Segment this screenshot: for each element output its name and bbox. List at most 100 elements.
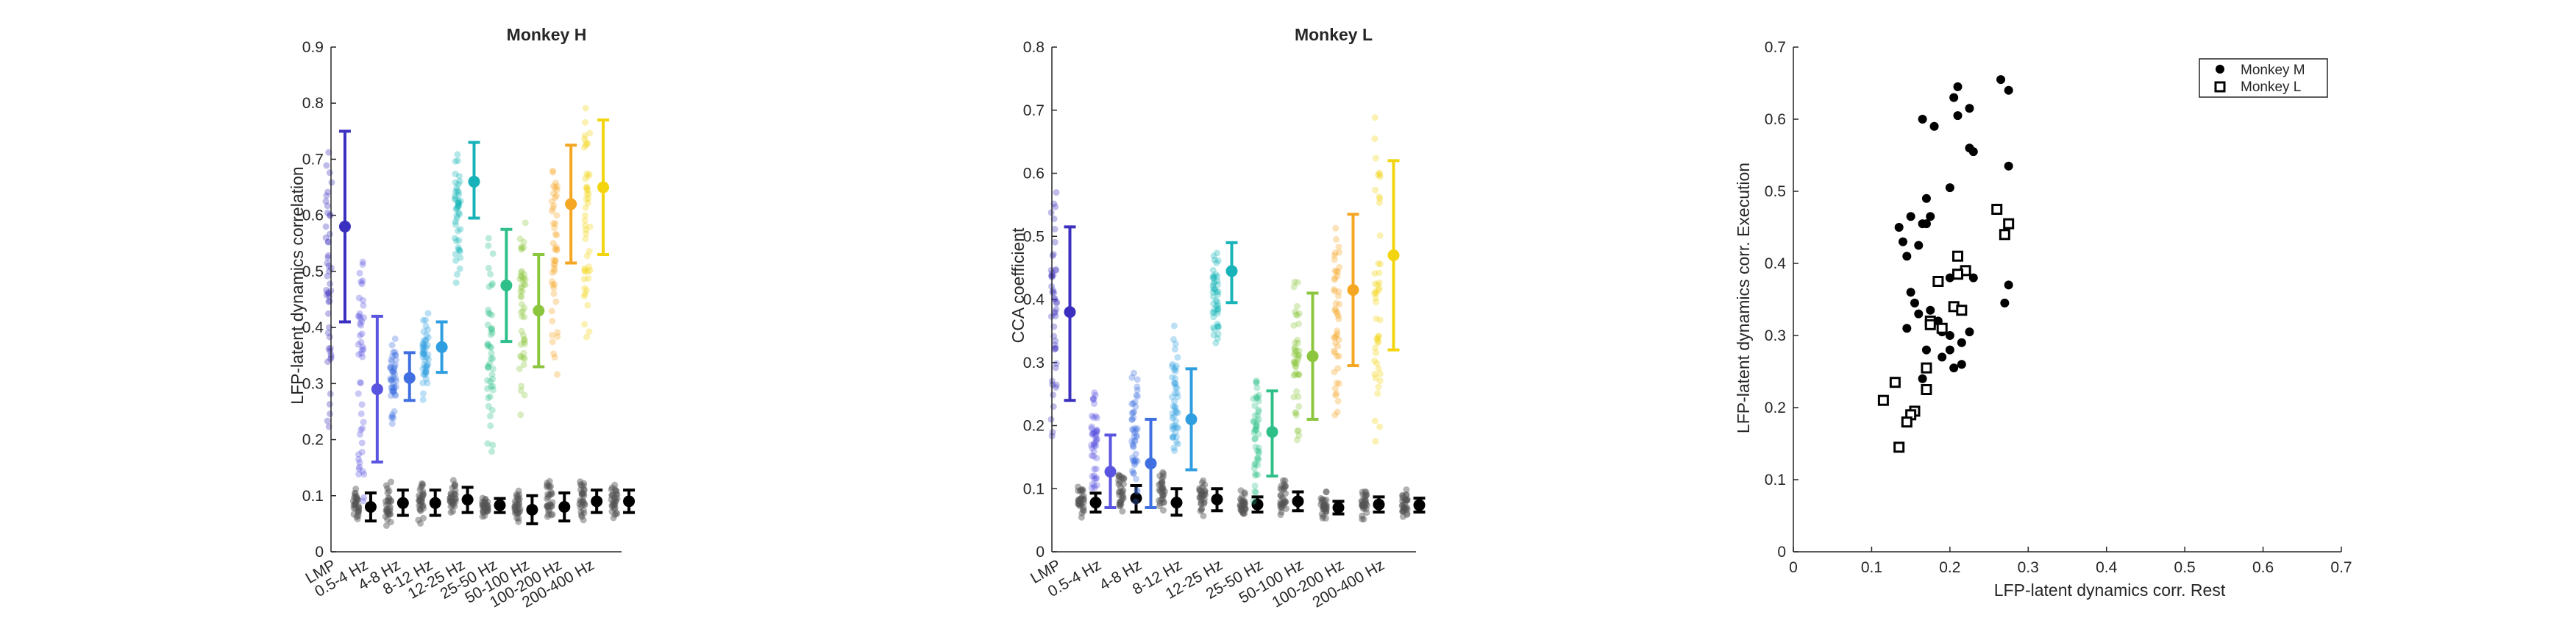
data-point [487, 383, 494, 390]
data-point [324, 202, 331, 210]
data-point [352, 500, 359, 508]
data-point [520, 238, 527, 246]
data-point [581, 500, 588, 508]
data-point [424, 355, 432, 363]
data-point [1128, 416, 1136, 423]
data-point [452, 482, 459, 489]
point-monkey-m [1899, 237, 1907, 246]
data-point [1362, 502, 1369, 510]
data-point [483, 501, 491, 508]
data-point [1090, 414, 1097, 422]
data-point [578, 502, 586, 509]
data-point [356, 332, 363, 339]
data-point [456, 178, 463, 185]
data-point [544, 482, 551, 489]
data-point [513, 510, 521, 517]
data-point [452, 194, 459, 202]
data-point [1157, 480, 1164, 488]
data-point [608, 496, 615, 503]
data-point [420, 328, 427, 335]
data-point [1130, 443, 1137, 450]
data-point [550, 202, 558, 209]
x-tick-label: 0 [1789, 559, 1798, 576]
data-point [484, 363, 491, 371]
data-point [1359, 502, 1366, 509]
data-point [484, 505, 491, 512]
data-point [325, 149, 332, 156]
data-point [1050, 403, 1057, 411]
data-point [521, 280, 528, 288]
data-point [352, 498, 360, 505]
data-point [521, 355, 528, 363]
data-point [1116, 491, 1123, 499]
data-point [1172, 429, 1179, 436]
data-point [1171, 380, 1178, 387]
data-point [1093, 455, 1100, 462]
data-point [450, 500, 458, 508]
data-point [1198, 479, 1206, 486]
mean-marker [623, 495, 636, 508]
point-monkey-m [1914, 309, 1924, 319]
data-point [1078, 487, 1085, 494]
data-point [610, 499, 617, 506]
data-point [1174, 393, 1181, 400]
data-point [1214, 330, 1222, 338]
data-point [544, 495, 551, 502]
data-point [553, 371, 561, 378]
data-point [424, 380, 431, 387]
point-monkey-m [1918, 115, 1927, 124]
data-point [453, 271, 460, 278]
data-point [389, 369, 396, 376]
data-point [1334, 327, 1341, 335]
data-point [1129, 443, 1136, 450]
data-point [1169, 374, 1176, 381]
data-point [611, 505, 618, 513]
mean-marker [1225, 265, 1238, 277]
data-point [1160, 470, 1167, 477]
data-point [551, 280, 558, 288]
data-point [416, 486, 424, 494]
data-point [1253, 384, 1261, 391]
data-point [611, 500, 618, 508]
data-point [582, 212, 589, 219]
data-point [1052, 337, 1059, 344]
y-tick-label: 0.1 [1023, 480, 1045, 497]
data-point [456, 248, 463, 255]
data-point [1253, 423, 1260, 430]
data-point [1093, 426, 1100, 433]
data-point [1277, 492, 1284, 500]
mean-marker [468, 175, 480, 188]
data-point [1115, 477, 1122, 484]
data-point [1255, 397, 1262, 405]
data-point [354, 515, 361, 522]
y-tick-label: 0.4 [302, 319, 324, 336]
data-point [1090, 396, 1097, 403]
data-point [489, 250, 497, 258]
data-point [324, 310, 332, 317]
data-point [323, 291, 330, 299]
point-monkey-l [1932, 276, 1944, 287]
data-point [1131, 437, 1138, 444]
data-point [611, 481, 619, 489]
data-point [1091, 400, 1098, 408]
data-point [488, 329, 496, 336]
data-point [611, 497, 618, 505]
data-point [1362, 497, 1369, 504]
data-point [359, 344, 366, 351]
data-point [550, 284, 558, 291]
data-point [355, 504, 362, 511]
data-point [356, 269, 363, 277]
data-point [1093, 481, 1100, 489]
data-point [1374, 171, 1381, 179]
data-point [1050, 391, 1057, 399]
data-point [1198, 500, 1205, 507]
data-point [585, 191, 592, 198]
data-point [548, 198, 555, 205]
data-point [419, 353, 427, 360]
data-point [484, 340, 491, 347]
data-point [586, 223, 594, 230]
data-point [452, 486, 459, 494]
data-point [1171, 346, 1178, 353]
data-point [1075, 497, 1082, 504]
axes-lines [330, 47, 622, 553]
